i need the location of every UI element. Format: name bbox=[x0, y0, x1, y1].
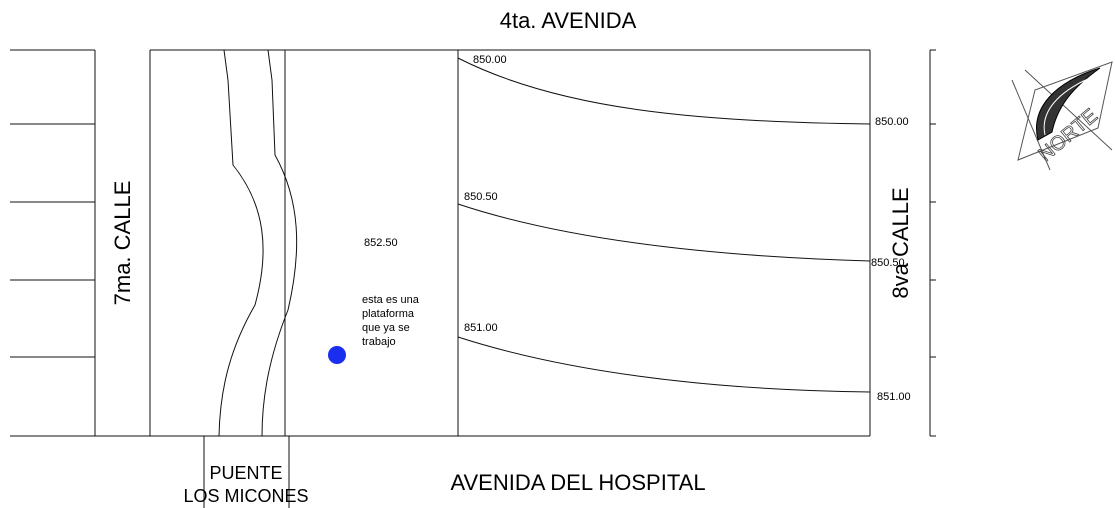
east-lot-lines bbox=[929, 49, 936, 437]
platform-elevation-label: 852.50 bbox=[364, 237, 398, 249]
contour-label-850-50-right: 850.50 bbox=[871, 257, 905, 269]
creek-channel bbox=[218, 49, 298, 437]
platform-note-line1: esta es una bbox=[362, 294, 420, 306]
bridge-label-line2: LOS MICONES bbox=[183, 486, 308, 506]
bridge-posts bbox=[203, 436, 290, 508]
contour-851-00 bbox=[457, 336, 871, 393]
contour-850-00 bbox=[457, 57, 871, 125]
contour-850-50 bbox=[457, 203, 871, 262]
platform-note-line3: que ya se bbox=[362, 322, 410, 334]
contour-label-851-00-left: 851.00 bbox=[464, 322, 498, 334]
contour-label-850-50-left: 850.50 bbox=[464, 191, 498, 203]
contour-label-851-00-right: 851.00 bbox=[877, 391, 911, 403]
platform-note-line4: trabajo bbox=[362, 336, 396, 348]
contour-lines bbox=[457, 57, 871, 393]
east-street-label: 8va CALLE bbox=[888, 187, 913, 298]
site-block-outline bbox=[10, 49, 871, 437]
south-street-label: AVENIDA DEL HOSPITAL bbox=[450, 470, 705, 495]
west-lot-lines bbox=[10, 49, 96, 437]
bridge-label-line1: PUENTE bbox=[209, 463, 282, 483]
north-arrow-icon: NORTE bbox=[1011, 61, 1113, 171]
contour-label-850-00-left: 850.00 bbox=[473, 54, 507, 66]
platform-note-line2: plataforma bbox=[362, 308, 415, 320]
north-street-label: 4ta. AVENIDA bbox=[500, 8, 637, 33]
west-street-label: 7ma. CALLE bbox=[110, 181, 135, 306]
contour-label-850-00-right: 850.00 bbox=[875, 116, 909, 128]
platform-location-marker bbox=[328, 346, 346, 364]
